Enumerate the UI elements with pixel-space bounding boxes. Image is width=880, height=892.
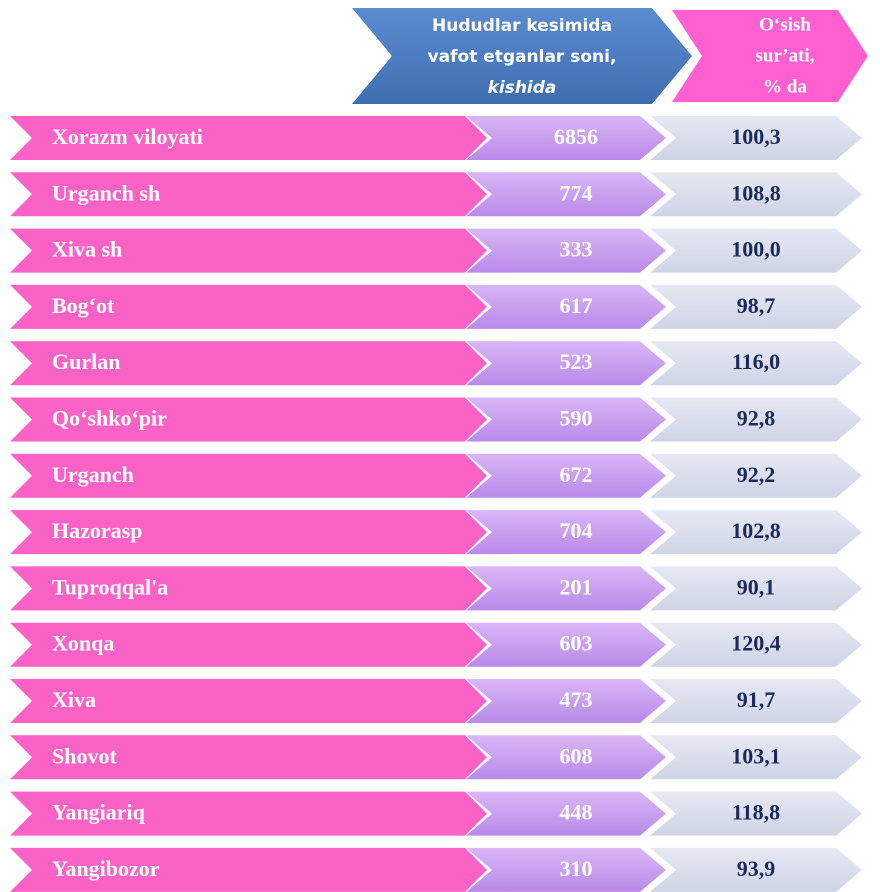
growth-rate: 98,7	[737, 293, 776, 318]
count-cell	[466, 172, 666, 217]
growth-rate: 100,0	[731, 237, 781, 262]
count-header-line: vafot etganlar soni,	[428, 47, 617, 67]
count-header-shape	[352, 8, 692, 104]
growth-header-line: O‘sish	[759, 14, 811, 35]
death-count: 448	[560, 800, 593, 825]
region-name: Urganch sh	[52, 180, 160, 205]
growth-rate: 102,8	[731, 518, 781, 543]
name-cell	[10, 284, 487, 329]
name-cell	[10, 622, 487, 667]
count-header-line: kishida	[488, 78, 557, 98]
growth-cell	[650, 228, 862, 273]
death-count: 523	[560, 349, 593, 374]
region-name: Yangiariq	[52, 800, 146, 825]
death-count: 617	[560, 293, 593, 318]
growth-cell	[650, 847, 862, 892]
growth-rate: 90,1	[737, 574, 776, 599]
growth-rate: 103,1	[731, 743, 781, 768]
death-count: 672	[560, 462, 593, 487]
growth-cell	[650, 735, 862, 780]
growth-cell	[650, 397, 862, 442]
region-name: Hazorasp	[52, 518, 142, 543]
region-name: Xiva sh	[52, 237, 122, 262]
name-cell	[10, 116, 487, 160]
region-name: Xonqa	[52, 631, 114, 656]
name-cell	[10, 791, 487, 836]
growth-cell	[650, 116, 862, 160]
count-header-line: Hududlar kesimida	[432, 16, 612, 36]
region-name: Bog‘ot	[52, 293, 115, 318]
name-cell	[10, 679, 487, 723]
growth-header-shape	[672, 10, 868, 102]
region-name: Qo‘shko‘pir	[52, 406, 167, 431]
name-cell	[10, 847, 487, 892]
growth-cell	[650, 791, 862, 836]
death-count: 590	[560, 406, 593, 431]
death-count: 6856	[554, 124, 598, 149]
count-cell	[466, 847, 666, 892]
growth-rate: 92,8	[737, 406, 776, 431]
name-cell	[10, 172, 487, 217]
growth-rate: 93,9	[737, 856, 776, 881]
count-cell	[466, 735, 666, 780]
count-cell	[466, 566, 666, 611]
region-name: Xiva	[52, 687, 96, 712]
name-cell	[10, 510, 487, 555]
count-cell	[466, 510, 666, 555]
growth-rate: 91,7	[737, 687, 776, 712]
count-cell	[466, 397, 666, 442]
growth-rate: 118,8	[732, 800, 780, 825]
death-count: 333	[560, 237, 593, 262]
count-cell	[466, 453, 666, 498]
name-cell	[10, 228, 487, 273]
count-cell	[466, 228, 666, 273]
name-cell	[10, 735, 487, 780]
growth-cell	[650, 679, 862, 723]
growth-cell	[650, 453, 862, 498]
growth-cell	[650, 622, 862, 667]
region-name: Urganch	[52, 462, 134, 487]
count-cell	[466, 341, 666, 386]
count-cell	[466, 622, 666, 667]
name-cell	[10, 566, 487, 611]
region-name: Shovot	[52, 743, 117, 768]
name-cell	[10, 453, 487, 498]
death-count: 473	[560, 687, 593, 712]
region-name: Gurlan	[52, 349, 120, 374]
growth-rate: 100,3	[731, 124, 781, 149]
region-name: Xorazm viloyati	[52, 124, 203, 149]
growth-cell	[650, 172, 862, 217]
death-count: 310	[560, 856, 593, 881]
growth-rate: 108,8	[731, 180, 781, 205]
count-cell	[466, 791, 666, 836]
growth-header-line: sur’ati,	[756, 45, 815, 66]
death-count: 704	[560, 518, 593, 543]
growth-rate: 92,2	[737, 462, 776, 487]
death-count: 774	[560, 180, 593, 205]
growth-rate: 120,4	[731, 631, 781, 656]
growth-cell	[650, 566, 862, 611]
death-count: 608	[560, 743, 593, 768]
name-cell	[10, 397, 487, 442]
growth-cell	[650, 284, 862, 329]
growth-cell	[650, 341, 862, 386]
region-name: Tuproqqal'a	[52, 574, 168, 599]
count-cell	[466, 284, 666, 329]
count-cell	[466, 679, 666, 723]
name-cell	[10, 341, 487, 386]
growth-cell	[650, 510, 862, 555]
growth-header-line: % da	[763, 76, 807, 97]
death-count: 603	[560, 631, 593, 656]
count-cell	[466, 116, 666, 160]
growth-rate: 116,0	[732, 349, 780, 374]
death-count: 201	[560, 574, 593, 599]
region-name: Yangibozor	[52, 856, 160, 881]
